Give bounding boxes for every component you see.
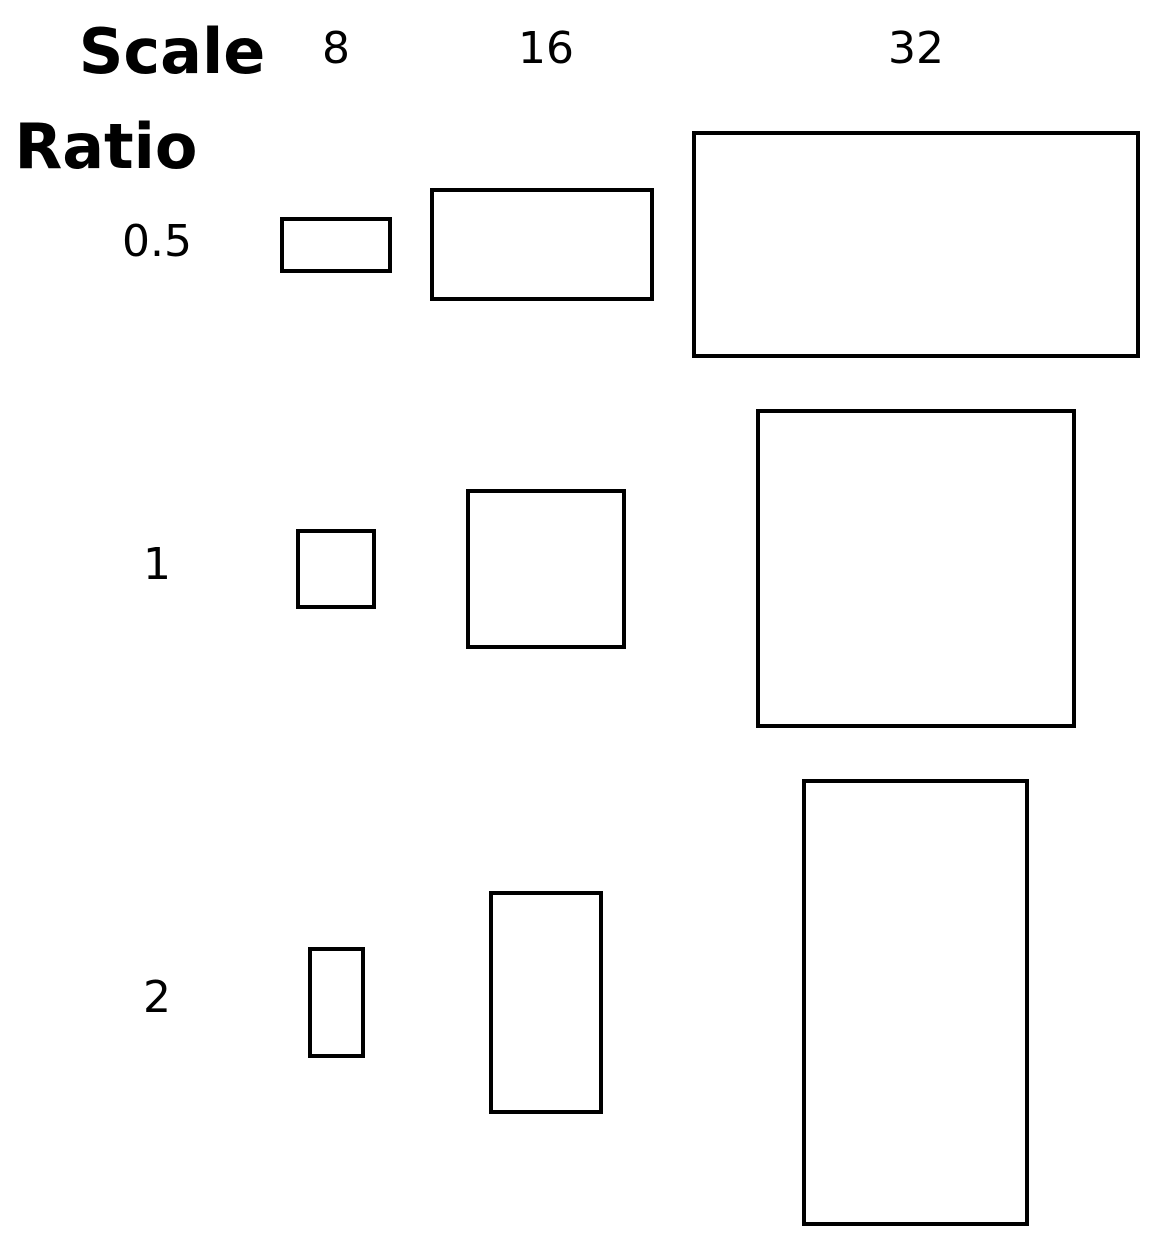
anchor-box-ratio-2-scale-16 [489,891,603,1114]
anchor-box-ratio-0-5-scale-32 [692,131,1140,358]
ratio-label-0-5: 0.5 [122,216,192,267]
scale-label-16: 16 [518,23,574,74]
anchor-box-ratio-1-scale-32 [756,409,1076,728]
anchor-box-ratio-1-scale-16 [466,489,626,649]
scale-label-8: 8 [322,23,350,74]
anchor-box-ratio-0-5-scale-16 [430,188,654,301]
anchor-box-ratio-0-5-scale-8 [280,217,392,273]
ratio-header: Ratio [14,110,197,183]
anchor-box-ratio-1-scale-8 [296,529,376,609]
scale-label-32: 32 [888,23,944,74]
ratio-label-1: 1 [143,539,171,590]
anchor-box-ratio-2-scale-32 [802,779,1029,1226]
anchor-box-ratio-2-scale-8 [308,947,365,1058]
scale-header: Scale [79,15,266,88]
ratio-label-2: 2 [143,972,171,1023]
